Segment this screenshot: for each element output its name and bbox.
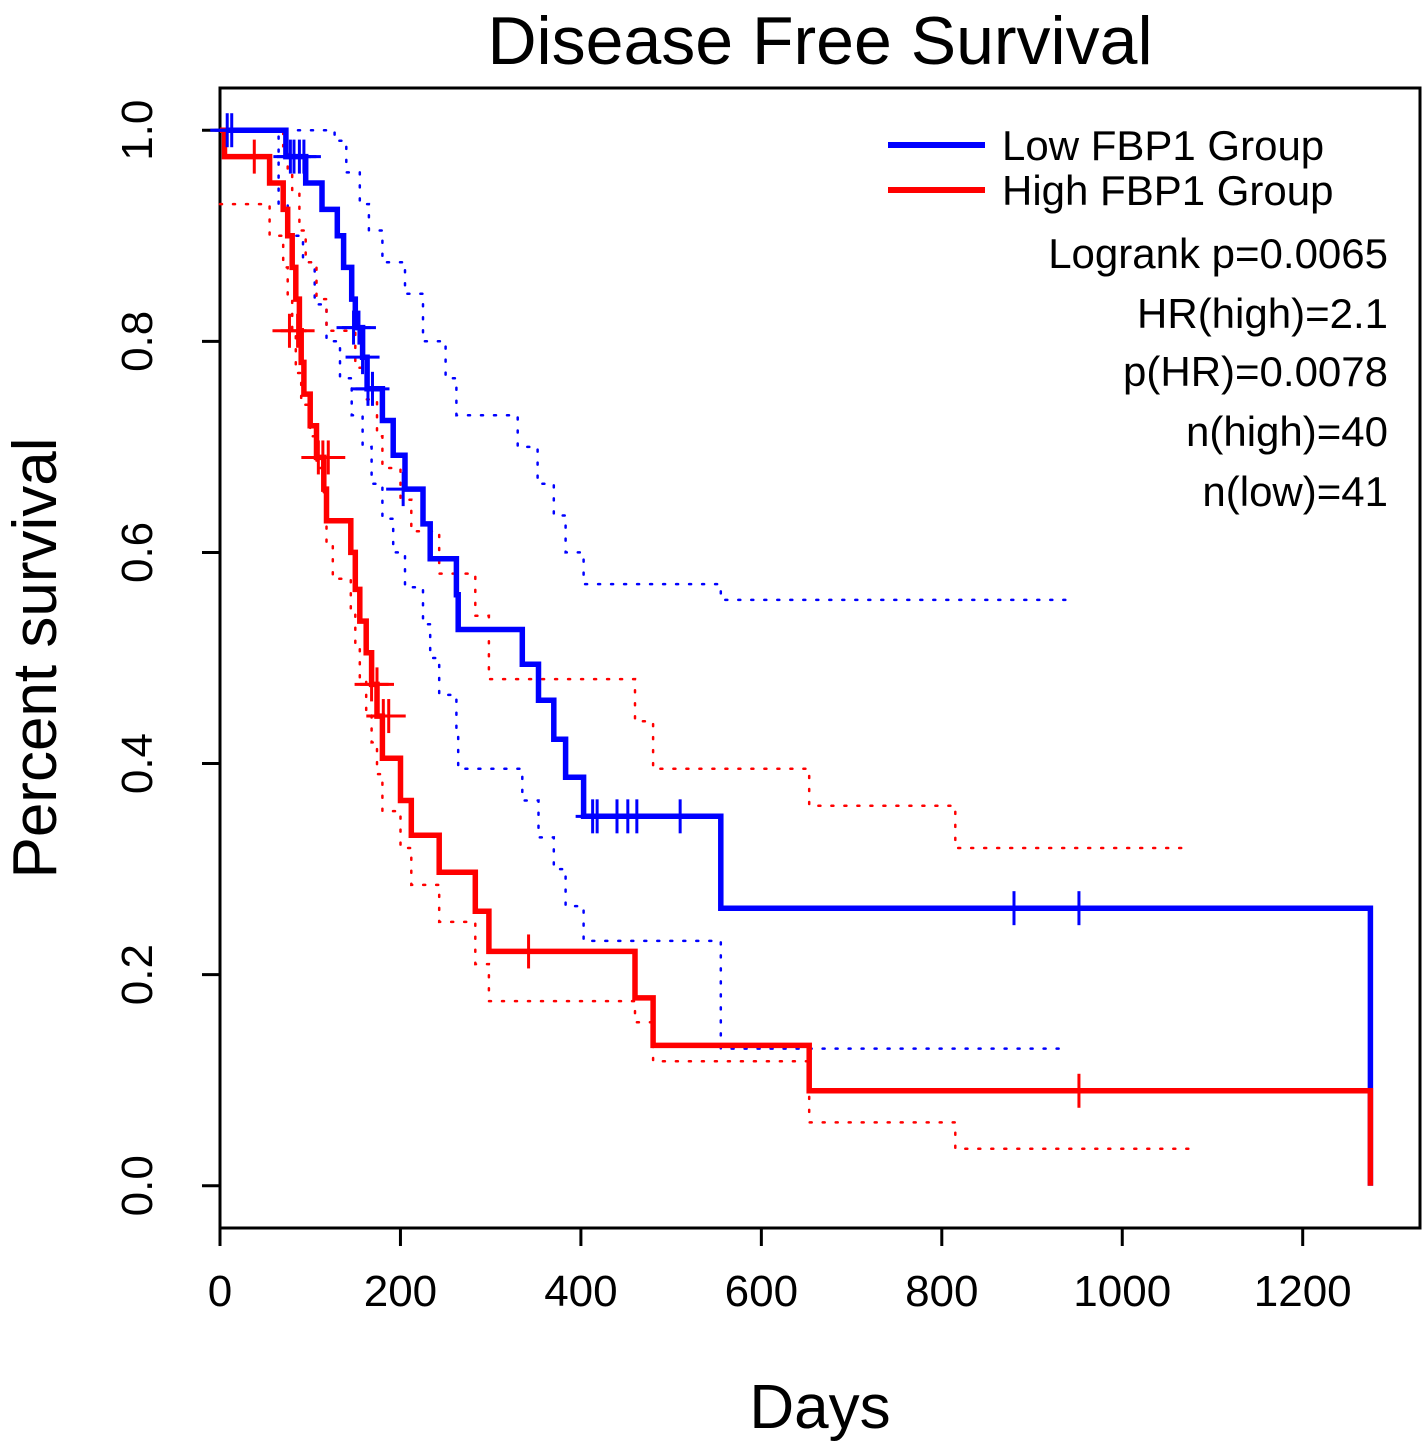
y-tick-label: 0.4	[113, 733, 162, 794]
survival-curves	[220, 127, 1374, 1186]
y-tick-label: 0.2	[113, 944, 162, 1005]
legend: Low FBP1 Group High FBP1 Group	[888, 122, 1334, 214]
legend-label-high: High FBP1 Group	[1002, 167, 1334, 214]
plot-frame	[218, 86, 1422, 1230]
stat-n-low: n(low)=41	[1202, 468, 1388, 515]
y-tick-label: 0.0	[113, 1155, 162, 1216]
x-tick-label: 600	[725, 1267, 798, 1316]
legend-label-low: Low FBP1 Group	[1002, 122, 1324, 169]
x-tick-label: 200	[364, 1267, 437, 1316]
ci-lower-low	[218, 128, 1070, 1050]
confidence-bands	[218, 128, 1192, 1151]
ci-lower-high	[218, 202, 1192, 1151]
x-tick-label: 800	[905, 1267, 978, 1316]
chart-title: Disease Free Survival	[487, 3, 1152, 79]
x-tick-label: 1000	[1073, 1267, 1171, 1316]
survival-curve-low	[220, 127, 1374, 1186]
stat-hr: HR(high)=2.1	[1137, 290, 1388, 337]
x-axis-label: Days	[749, 1373, 890, 1442]
ci-upper-high	[218, 128, 1192, 850]
x-tick-label: 400	[544, 1267, 617, 1316]
censor-marks	[210, 113, 1096, 1108]
axes: 0 200 400 600 800 1000 1200 0.0 0.2 0.4 0.6 0.8 1.0	[113, 100, 1352, 1316]
y-tick-label: 0.8	[113, 311, 162, 372]
statistics: Logrank p=0.0065 HR(high)=2.1 p(HR)=0.00…	[1048, 230, 1388, 515]
x-tick-label: 1200	[1254, 1267, 1352, 1316]
y-tick-label: 0.6	[113, 522, 162, 583]
stat-logrank: Logrank p=0.0065	[1048, 230, 1388, 277]
survival-curve-high	[220, 127, 1374, 1186]
stat-hr-p: p(HR)=0.0078	[1123, 348, 1388, 395]
y-tick-label: 1.0	[113, 100, 162, 161]
ci-upper-low	[218, 128, 1070, 602]
stat-n-high: n(high)=40	[1186, 408, 1388, 455]
x-tick-label: 0	[208, 1267, 232, 1316]
y-axis-label: Percent survival	[1, 437, 70, 878]
